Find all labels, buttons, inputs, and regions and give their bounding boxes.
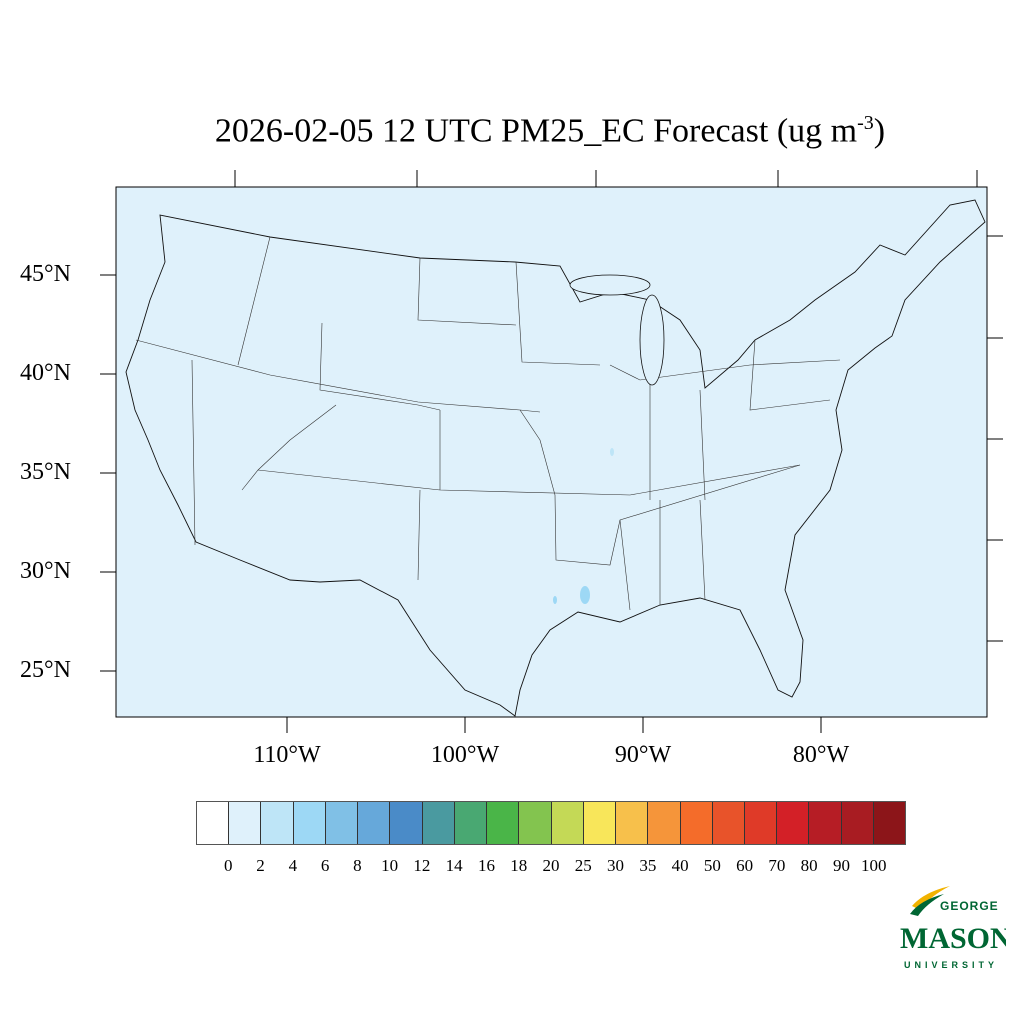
lat-label: 45°N: [20, 261, 71, 287]
colorbar-label: 30: [607, 856, 625, 875]
colorbar: [196, 801, 906, 845]
title-close: ): [873, 112, 886, 150]
title-text: 2026-02-05 12 UTC PM25_EC Forecast (ug m: [214, 112, 858, 150]
lon-label: 80°W: [792, 742, 850, 768]
colorbar-box: [777, 802, 810, 844]
colorbar-label: 35: [639, 856, 657, 875]
colorbar-box: [422, 802, 455, 844]
colorbar-label: 20: [542, 856, 560, 875]
colorbar-label: 14: [445, 856, 463, 875]
map-background: [115, 186, 988, 718]
colorbar-box: [551, 802, 584, 844]
colorbar-label: 100: [860, 856, 887, 875]
colorbar-label: 25: [574, 856, 592, 875]
colorbar-box: [229, 802, 262, 844]
gmu-logo: GEORGE MASON UNIVERSITY: [900, 886, 1006, 970]
colorbar-box: [712, 802, 745, 844]
lon-label: 110°W: [253, 742, 321, 768]
colorbar-box: [261, 802, 294, 844]
country-outline: [125, 199, 986, 717]
colorbar-box: [325, 802, 359, 844]
colorbar-label: 80: [800, 856, 818, 875]
colorbar-box: [680, 802, 713, 844]
colorbar-label: 70: [768, 856, 786, 875]
colorbar-label: 50: [703, 856, 721, 875]
logo-line3: UNIVERSITY: [904, 960, 998, 970]
colorbar-label: 90: [832, 856, 850, 875]
colorbar-label: 18: [510, 856, 528, 875]
colorbar-box: [454, 802, 488, 844]
lon-label: 90°W: [614, 742, 672, 768]
colorbar-box: [358, 802, 391, 844]
colorbar-box: [583, 802, 617, 844]
colorbar-label: 8: [353, 856, 362, 875]
tick-marks: [100, 170, 1003, 733]
colorbar-box: [809, 802, 842, 844]
lake-michigan: [639, 294, 665, 386]
lat-label: 25°N: [20, 657, 71, 683]
colorbar-box: [487, 802, 520, 844]
colorbar-label: 16: [477, 856, 495, 875]
colorbar-box: [873, 802, 906, 844]
lat-label: 40°N: [20, 360, 71, 386]
logo-line2: MASON: [900, 922, 1006, 955]
colorbar-box: [197, 802, 230, 844]
colorbar-label: 2: [256, 856, 265, 875]
lat-label: 30°N: [20, 558, 71, 584]
title-exponent: -3: [857, 112, 874, 134]
colorbar-label: 12: [413, 856, 431, 875]
colorbar-label: 6: [320, 856, 330, 875]
colorbar-box: [744, 802, 778, 844]
logo-line1: GEORGE: [940, 899, 999, 913]
colorbar-label: 10: [381, 856, 399, 875]
lat-label: 35°N: [20, 459, 71, 485]
colorbar-box: [841, 802, 874, 844]
colorbar-box: [616, 802, 649, 844]
concentration-patches: [553, 448, 614, 604]
colorbar-box: [390, 802, 423, 844]
colorbar-label: 0: [224, 856, 233, 875]
colorbar-box: [519, 802, 552, 844]
map-title: 2026-02-05 12 UTC PM25_EC Forecast (ug m…: [0, 112, 1024, 150]
lon-label: 100°W: [430, 742, 500, 768]
colorbar-label: 4: [288, 856, 298, 875]
colorbar-label: 40: [671, 856, 689, 875]
colorbar-label: 60: [736, 856, 754, 875]
colorbar-box: [648, 802, 681, 844]
state-borders: [135, 236, 841, 611]
lake-superior: [569, 274, 651, 296]
colorbar-box: [293, 802, 326, 844]
